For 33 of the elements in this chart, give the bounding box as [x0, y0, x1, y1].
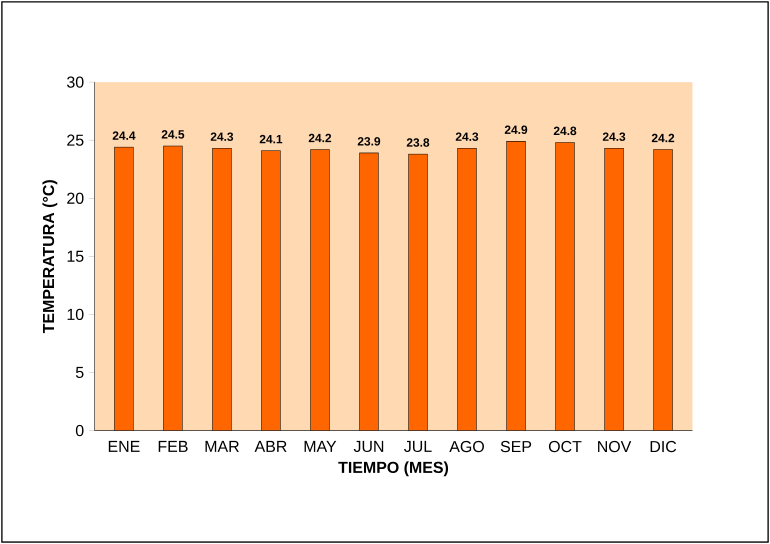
- x-tick-label: JUN: [354, 440, 384, 452]
- data-label: 24.3: [210, 132, 234, 141]
- data-label: 24.8: [554, 126, 576, 136]
- y-tick-label: 30: [67, 76, 84, 88]
- x-tick-label: MAY: [304, 440, 336, 452]
- data-label: 24.3: [456, 132, 478, 141]
- data-label: 24.2: [652, 134, 674, 142]
- x-axis-title: TIEMPO (MES): [338, 461, 448, 476]
- y-tick-label: 0: [76, 424, 84, 436]
- x-tick-label: AGO: [449, 440, 484, 452]
- data-label: 23.9: [358, 137, 380, 146]
- y-axis-title: TEMPERATURA (°C): [42, 180, 58, 334]
- data-label: 24.4: [112, 131, 136, 140]
- x-tick-label: SEP: [500, 440, 532, 452]
- x-tick-label: NOV: [598, 440, 632, 452]
- x-tick-label: ENE: [108, 440, 140, 452]
- y-tick-label: 20: [67, 192, 84, 204]
- y-tick-label: 5: [76, 366, 84, 378]
- data-label: 24.5: [162, 130, 184, 139]
- data-label: 24.9: [504, 126, 528, 134]
- y-tick-label: 25: [67, 134, 84, 146]
- x-tick-label: FEB: [158, 440, 188, 452]
- data-label: 24.3: [602, 132, 626, 141]
- x-tick-label: MAR: [206, 440, 239, 452]
- x-tick-label: ABR: [254, 440, 287, 452]
- y-tick-label: 15: [68, 250, 84, 262]
- x-tick-label: DIC: [650, 440, 676, 452]
- x-tick-label: JUL: [404, 440, 432, 452]
- data-label: 24.1: [260, 134, 282, 144]
- data-label: 23.8: [406, 138, 430, 147]
- x-tick-label: OCT: [548, 440, 582, 452]
- y-tick-label: 10: [68, 308, 84, 320]
- data-label: 24.2: [308, 134, 332, 142]
